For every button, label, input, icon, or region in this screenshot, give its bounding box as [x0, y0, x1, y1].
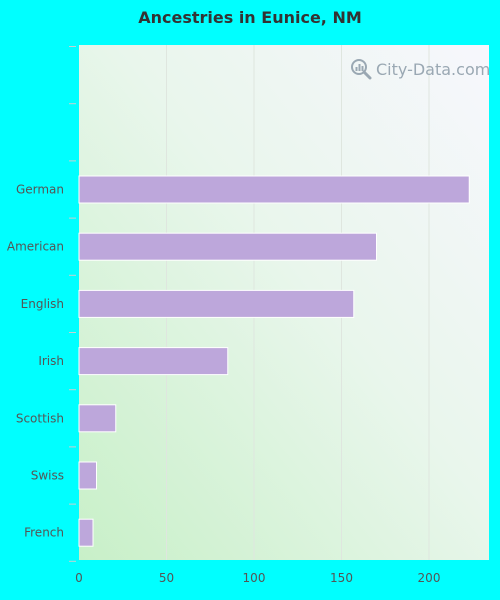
- x-axis-labels: 0 50 100 150 200: [75, 571, 440, 585]
- y-tick-label: Swiss: [31, 469, 64, 483]
- chart-title: Ancestries in Eunice, NM: [138, 8, 362, 27]
- x-tick-label: 200: [418, 571, 441, 585]
- x-tick-label: 0: [75, 571, 83, 585]
- y-tick-label: English: [21, 297, 64, 311]
- magnifier-chart-icon: [351, 59, 372, 80]
- bar-swiss: [78, 461, 97, 490]
- bar-french: [78, 518, 94, 547]
- y-axis-labels: German American English Irish Scottish Swiss F…: [7, 183, 64, 540]
- y-axis-ticks: [69, 46, 76, 562]
- bar-scottish: [78, 404, 117, 433]
- x-tick-label: 150: [330, 571, 353, 585]
- bar-english: [78, 289, 355, 318]
- city-data-watermark: City-Data.com: [350, 58, 490, 80]
- y-tick-label: Irish: [38, 354, 64, 368]
- y-tick-label: German: [16, 183, 64, 197]
- bar-german: [78, 175, 470, 204]
- x-tick-label: 50: [159, 571, 174, 585]
- bars: [78, 175, 470, 547]
- y-tick-label: French: [24, 526, 64, 540]
- y-tick-label: American: [7, 240, 64, 254]
- bar-irish: [78, 347, 229, 376]
- y-tick-label: Scottish: [16, 411, 64, 425]
- watermark-text: City-Data.com: [376, 59, 491, 79]
- bar-american: [78, 232, 377, 261]
- x-tick-label: 100: [243, 571, 266, 585]
